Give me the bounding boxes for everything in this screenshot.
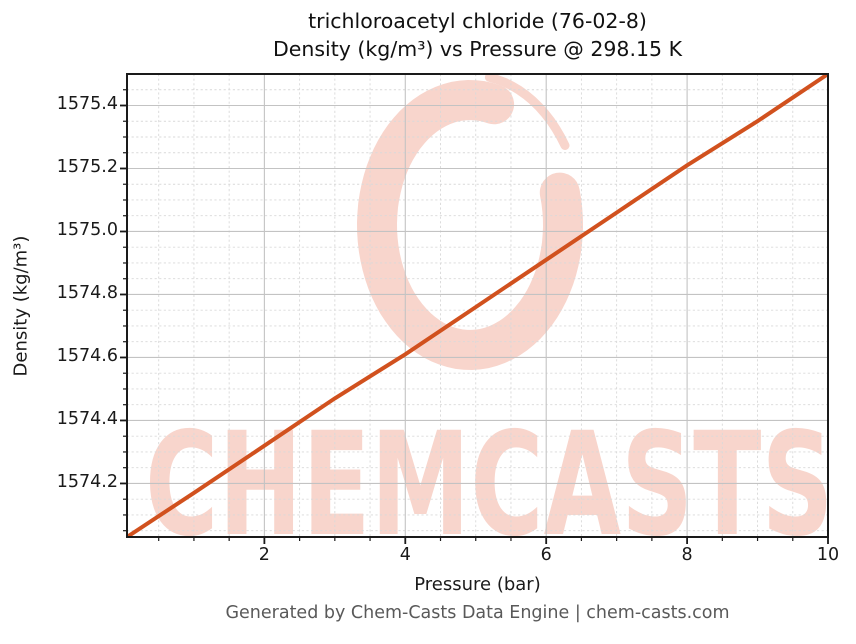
- watermark-letters: CHEMCASTS: [145, 402, 834, 569]
- chart-title-line1: trichloroacetyl chloride (76-02-8): [308, 9, 647, 33]
- x-tick-label: 10: [816, 545, 840, 565]
- x-tick-label: 4: [399, 545, 411, 565]
- watermark-brush-accent: [484, 74, 570, 150]
- x-tick-label: 2: [258, 545, 270, 565]
- y-tick-label: 1574.4: [56, 409, 118, 430]
- x-tick-label: 6: [540, 545, 552, 565]
- y-tick-label: 1575.4: [56, 94, 118, 115]
- chart-title: trichloroacetyl chloride (76-02-8) Densi…: [127, 7, 828, 63]
- y-tick-label: 1574.2: [56, 472, 118, 493]
- y-tick-label: 1574.8: [56, 283, 118, 304]
- chart-title-line2: Density (kg/m³) vs Pressure @ 298.15 K: [272, 37, 683, 61]
- x-axis-label: Pressure (bar): [414, 574, 541, 595]
- y-tick-label: 1574.6: [56, 346, 118, 367]
- y-tick-label: 1575.2: [56, 157, 118, 178]
- y-tick-label: 1575.0: [56, 220, 118, 241]
- plot-area: [127, 74, 828, 537]
- footer-text: Generated by Chem-Casts Data Engine | ch…: [225, 603, 730, 623]
- density-line: [127, 74, 828, 537]
- x-tick-label: 8: [681, 545, 693, 565]
